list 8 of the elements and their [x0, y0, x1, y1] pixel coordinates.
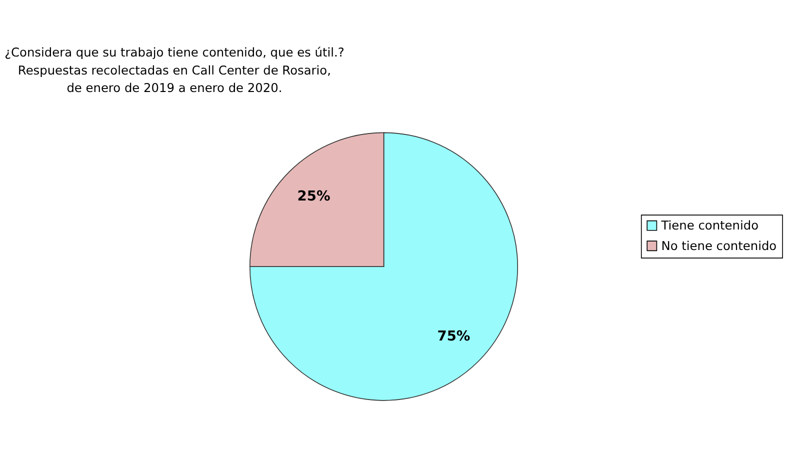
legend-label: No tiene contenido	[661, 238, 777, 253]
text: Respuestas recolectadas en Call Center de Rosario,	[18, 63, 331, 78]
legend-label: Tiene contenido	[660, 218, 759, 233]
text: ¿Considera que su trabajo tiene contenido, que es útil.?	[4, 45, 344, 60]
text: de enero de 2019 a enero de 2020.	[66, 81, 282, 96]
data-label: 25%	[297, 188, 330, 205]
pie-slice	[249, 132, 518, 401]
data-label: 75%	[437, 328, 470, 345]
